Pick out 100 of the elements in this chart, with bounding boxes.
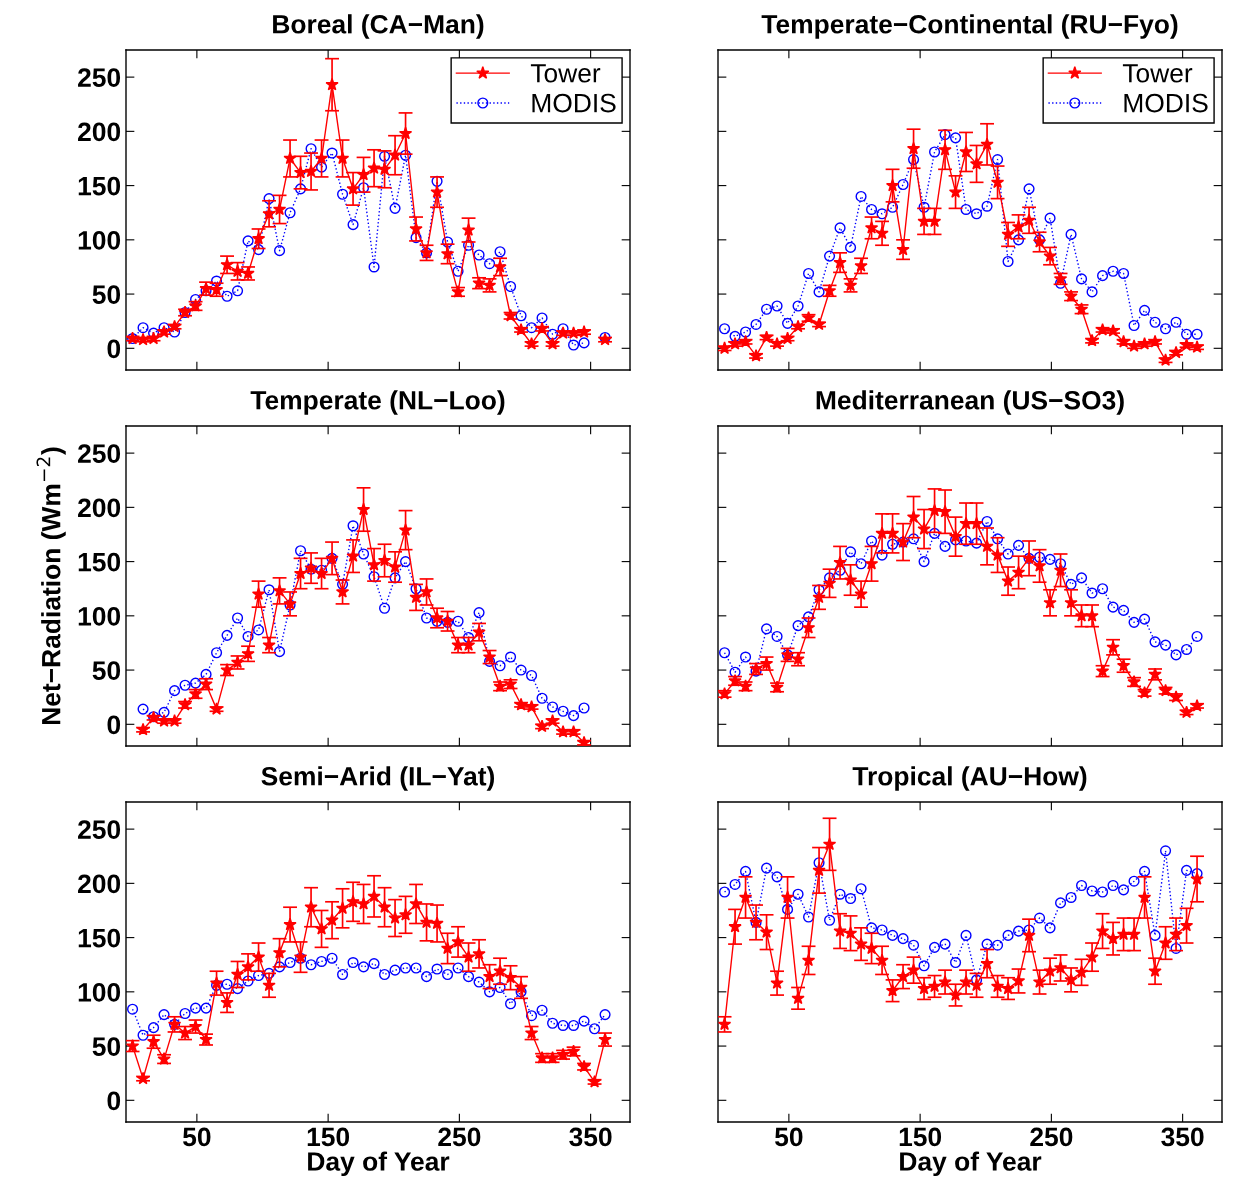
point: [274, 646, 286, 658]
point: [452, 265, 464, 277]
point: [389, 202, 401, 214]
point: [274, 961, 286, 973]
point: [410, 962, 422, 974]
point: [1034, 551, 1046, 563]
point: [1170, 316, 1182, 328]
point: [1076, 879, 1088, 892]
y-tick-label: 150: [78, 552, 121, 572]
y-tick-label: 250: [78, 68, 121, 87]
point: [305, 959, 317, 971]
chart-title: Tropical (AU−How): [852, 766, 1087, 791]
point: [421, 612, 433, 624]
point: [834, 222, 846, 234]
point: [379, 602, 391, 614]
point: [1002, 255, 1014, 268]
point: [463, 971, 475, 983]
point: [939, 938, 951, 950]
chart-title: Boreal (CA−Man): [273, 14, 484, 39]
point: [263, 193, 275, 205]
point: [190, 1002, 202, 1014]
point: [1055, 897, 1067, 909]
point: [221, 629, 233, 641]
point: [1181, 643, 1193, 656]
point: [1034, 912, 1046, 924]
point: [158, 1009, 170, 1021]
point: [295, 545, 307, 557]
point: [855, 558, 867, 570]
point: [526, 1010, 538, 1022]
point: [578, 1015, 590, 1027]
point: [971, 208, 983, 220]
y-tick-label: 0: [107, 715, 121, 735]
point: [771, 871, 783, 883]
x-tick-label: 150: [307, 1127, 350, 1147]
point: [211, 647, 223, 659]
point: [431, 963, 443, 975]
x-axis-title: Day of Year: [900, 1151, 1042, 1177]
point: [484, 986, 496, 998]
point: [834, 888, 846, 900]
point: [866, 203, 878, 216]
point: [761, 623, 773, 635]
point: [557, 1019, 569, 1032]
y-tick-label: 200: [78, 874, 121, 894]
point: [263, 967, 275, 979]
point: [719, 647, 731, 659]
point: [1158, 936, 1173, 949]
point: [316, 955, 328, 968]
point: [792, 888, 804, 900]
point: [1107, 265, 1119, 277]
point: [981, 200, 993, 212]
chart-title: Mediterranean (US−SO3): [816, 390, 1124, 415]
point: [824, 250, 836, 262]
point: [719, 886, 731, 898]
point: [1149, 636, 1161, 648]
point: [221, 978, 233, 990]
point: [1097, 583, 1109, 595]
x-tick-label: 150: [899, 1127, 942, 1147]
point: [897, 933, 909, 945]
point: [1128, 875, 1140, 887]
point: [1181, 864, 1193, 876]
point: [335, 585, 350, 598]
point: [740, 326, 752, 338]
point: [400, 556, 412, 568]
point: [1065, 228, 1077, 240]
point: [803, 611, 815, 623]
point: [1149, 929, 1161, 941]
y-tick-label: 100: [78, 606, 121, 626]
point: [494, 981, 506, 994]
point: [358, 961, 370, 973]
point: [782, 903, 794, 915]
x-tick-label: 350: [1161, 1127, 1204, 1147]
point: [761, 862, 773, 874]
point: [400, 149, 412, 161]
point: [719, 323, 731, 335]
point: [515, 310, 527, 322]
point: [1107, 879, 1119, 892]
x-tick-label: 250: [1030, 1127, 1073, 1147]
point: [906, 510, 921, 523]
point: [1013, 925, 1025, 937]
legend-label: Tower: [1122, 64, 1193, 83]
point: [1118, 884, 1130, 896]
point: [1013, 539, 1025, 551]
point: [1118, 267, 1130, 280]
point: [442, 236, 454, 248]
point: [1002, 929, 1014, 941]
point: [908, 154, 920, 166]
y-tick-label: 0: [107, 1091, 121, 1111]
point: [568, 339, 580, 351]
point: [242, 630, 254, 642]
point: [515, 664, 527, 676]
point: [887, 538, 899, 550]
point: [887, 929, 899, 941]
point: [536, 1004, 548, 1016]
x-tick-label: 250: [438, 1127, 481, 1147]
point: [948, 185, 963, 198]
point: [1076, 273, 1088, 285]
point: [1086, 885, 1098, 897]
point: [419, 585, 434, 598]
point: [578, 702, 590, 714]
point: [242, 235, 254, 247]
